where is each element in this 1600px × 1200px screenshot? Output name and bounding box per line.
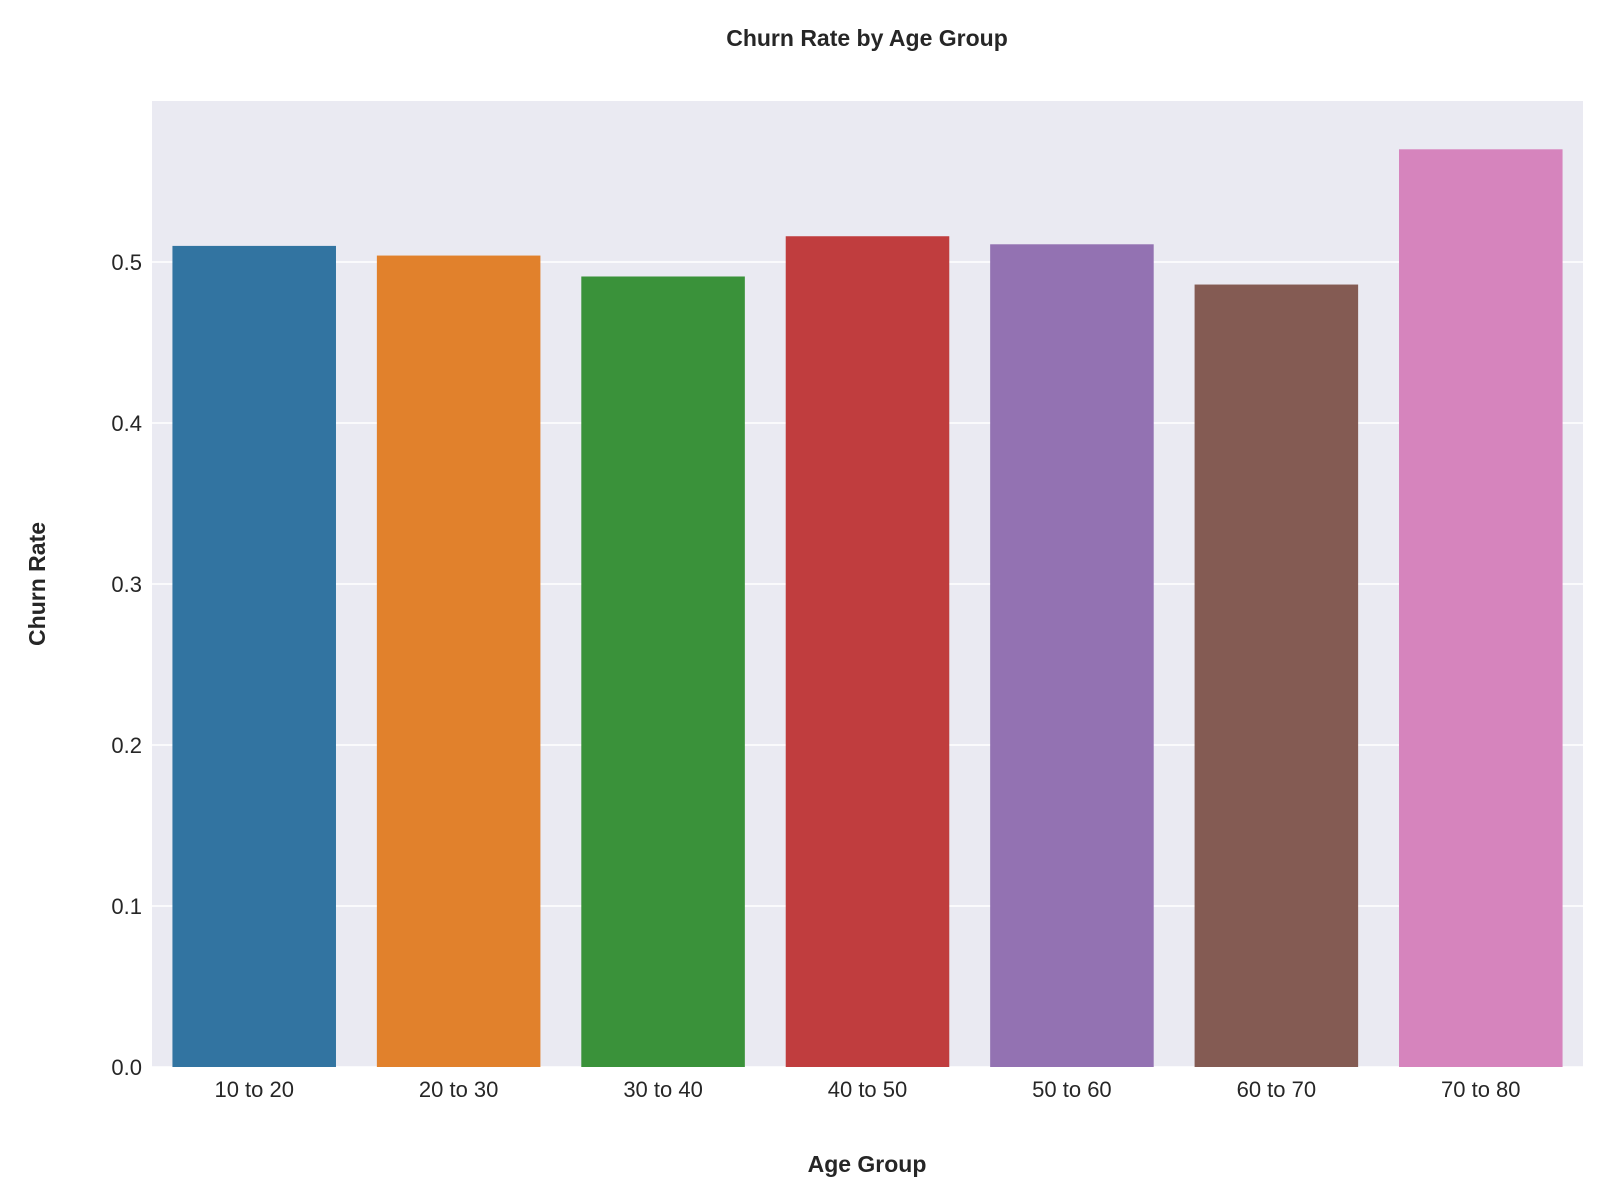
x-tick-label: 40 to 50 bbox=[828, 1077, 908, 1102]
y-axis-label: Churn Rate bbox=[24, 522, 50, 646]
bar bbox=[1194, 284, 1359, 1067]
y-tick-label: 0.2 bbox=[111, 733, 142, 758]
bar bbox=[1399, 149, 1563, 1068]
bar bbox=[581, 276, 745, 1067]
x-axis-ticks: 10 to 20 20 to 30 30 to 40 40 to 50 50 to 60… bbox=[214, 1077, 1520, 1102]
x-tick-label: 20 to 30 bbox=[419, 1077, 499, 1102]
bars bbox=[172, 149, 1563, 1068]
y-tick-label: 0.3 bbox=[111, 572, 142, 597]
x-axis-label: Age Group bbox=[808, 1151, 927, 1177]
x-tick-label: 50 to 60 bbox=[1032, 1077, 1112, 1102]
x-tick-label: 10 to 20 bbox=[214, 1077, 294, 1102]
chart-title: Churn Rate by Age Group bbox=[726, 25, 1008, 51]
bar bbox=[785, 236, 950, 1068]
y-tick-label: 0.1 bbox=[111, 894, 142, 919]
x-tick-label: 70 to 80 bbox=[1441, 1077, 1521, 1102]
bar bbox=[172, 245, 336, 1067]
x-tick-label: 60 to 70 bbox=[1237, 1077, 1317, 1102]
bar bbox=[376, 255, 541, 1067]
y-tick-label: 0.0 bbox=[111, 1055, 142, 1080]
bar bbox=[990, 244, 1154, 1068]
y-axis-ticks: 0.0 0.1 0.2 0.3 0.4 0.5 bbox=[111, 250, 142, 1080]
x-tick-label: 30 to 40 bbox=[623, 1077, 703, 1102]
y-tick-label: 0.4 bbox=[111, 411, 142, 436]
y-tick-label: 0.5 bbox=[111, 250, 142, 275]
